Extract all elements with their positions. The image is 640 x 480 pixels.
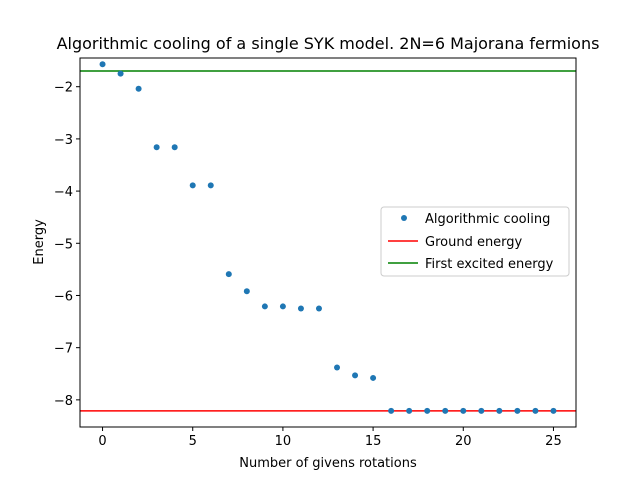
x-tick-label: 25 [545,434,562,449]
y-axis: −8 −7 −6 −5 −4 −3 −2 [54,81,80,409]
data-point [99,61,106,68]
y-tick-label: −2 [54,81,73,96]
data-point [207,182,214,189]
y-tick-label: −3 [54,133,73,148]
data-point [189,182,196,189]
x-tick-label: 10 [275,434,292,449]
x-tick-label: 15 [365,434,382,449]
data-point [171,144,178,151]
data-point [279,303,286,310]
data-point [225,271,232,278]
axes-frame [79,57,577,428]
legend-label-algorithmic-cooling: Algorithmic cooling [425,212,550,227]
x-axis: 0 5 10 15 20 25 [98,427,562,449]
data-point [478,407,485,414]
data-point [370,374,377,381]
data-point [550,407,557,414]
data-point [117,70,124,77]
data-point [243,288,250,295]
data-point [442,407,449,414]
legend-label-ground-energy: Ground energy [425,235,523,250]
data-point [261,303,268,310]
data-point [460,407,467,414]
data-point [334,364,341,371]
x-axis-label: Number of givens rotations [239,456,417,471]
data-point [424,407,431,414]
y-tick-label: −8 [54,394,73,409]
data-point [406,407,413,414]
legend: Algorithmic cooling Ground energy First … [380,206,570,277]
y-tick-label: −6 [54,289,73,304]
data-point [352,372,359,379]
data-point [532,407,539,414]
data-point [297,305,304,312]
data-point [315,305,322,312]
data-point [514,407,521,414]
data-point [135,85,142,92]
y-tick-label: −4 [54,185,73,200]
legend-label-first-excited-energy: First excited energy [425,257,554,272]
data-point [153,144,160,151]
legend-marker-algorithmic-cooling [401,215,407,221]
y-tick-label: −5 [54,237,73,252]
data-point [388,407,395,414]
x-tick-label: 5 [189,434,197,449]
data-point [496,407,503,414]
chart-title: Algorithmic cooling of a single SYK mode… [57,34,600,53]
plot-area [80,61,576,414]
x-tick-label: 0 [98,434,106,449]
x-tick-label: 20 [455,434,472,449]
y-tick-label: −7 [54,342,73,357]
y-axis-label: Energy [32,219,47,265]
legend-box [380,206,570,277]
